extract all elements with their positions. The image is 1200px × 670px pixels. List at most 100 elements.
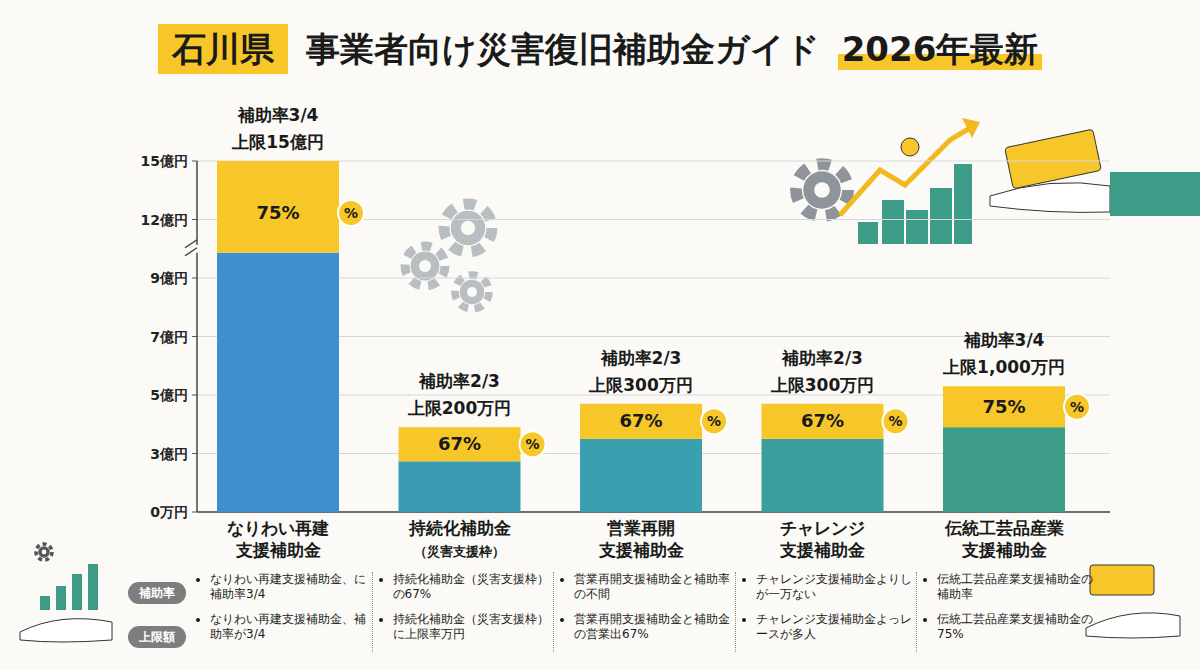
category-line: 支援補助金 [598, 540, 684, 560]
note: 営業再開支援補助金と補助金の営業出67% [574, 612, 730, 642]
bar-segment [580, 439, 702, 512]
tick-label: 5億円 [150, 387, 188, 403]
note: 伝統工芸品産業支援補助金の75% [937, 612, 1093, 642]
note-column: なりわい再建支援補助金、に補助率3/4 なりわい再建支援補助金、補助率が3/4 [190, 572, 366, 652]
percent-label: 67% [801, 410, 844, 431]
badge-text: % [707, 413, 721, 429]
bar-segment [580, 404, 702, 439]
header: 石川県事業者向け災害復旧補助金ガイド2026年最新 [0, 24, 1200, 74]
badge-text: % [1070, 399, 1084, 415]
limit-label: 上限200万円 [407, 398, 512, 418]
axis-break [185, 248, 197, 256]
tick-label: 15億円 [141, 153, 188, 169]
note: なりわい再建支援補助金、に補助率3/4 [210, 572, 366, 602]
note: 営業再開支援補助金と補助率の不間 [574, 572, 730, 602]
gear-hole [419, 260, 431, 272]
note-list: 営業再開支援補助金と補助率の不間営業再開支援補助金と補助金の営業出67% [562, 572, 730, 642]
icon-bar [72, 574, 82, 610]
tick-label: 3億円 [150, 446, 188, 462]
icon-hand [20, 619, 112, 642]
note: チャレンジ支援補助金よりしが一万ない [756, 572, 912, 602]
badge-text: % [344, 205, 358, 221]
badge [338, 200, 364, 226]
chart: 0万円3億円5億円7億円9億円12億円15億円補助率3/4上限15億円75%%な… [0, 0, 1200, 670]
percent-label: 67% [438, 433, 481, 454]
icon-money [1005, 129, 1102, 189]
note-column: 営業再開支援補助金と補助率の不間営業再開支援補助金と補助金の営業出67% [553, 572, 730, 652]
gear [803, 171, 840, 208]
icon-arrow [840, 125, 975, 215]
badge-text: % [888, 413, 902, 429]
note-list: 持続化補助金（災害支援枠）の67%持続化補助金（災害支援枠）に上限率万円 [381, 572, 549, 642]
percent-label: 75% [256, 202, 299, 223]
gear-teeth [444, 204, 492, 252]
bar-segment [399, 461, 521, 512]
note: 持続化補助金（災害支援枠）に上限率万円 [393, 612, 549, 642]
badge-text: % [525, 436, 539, 452]
bar-segment [217, 253, 339, 512]
labels: 補助率3/4上限15億円75%%なりわい再建支援補助金補助率2/3上限200万円… [227, 105, 1090, 560]
limit-label: 上限1,000万円 [942, 357, 1065, 377]
percent-label: 67% [619, 410, 662, 431]
decoration [20, 118, 1200, 642]
category-label: チャレンジ支援補助金 [779, 518, 865, 560]
note-list: なりわい再建支援補助金、に補助率3/4 なりわい再建支援補助金、補助率が3/4 [198, 572, 366, 642]
tick-label: 12億円 [141, 212, 188, 228]
gear-teeth [405, 246, 445, 286]
tick-label: 0万円 [150, 504, 188, 520]
gear-hole [461, 221, 475, 235]
category-line: 支援補助金 [235, 540, 321, 560]
note: なりわい再建支援補助金、補助率が3/4 [210, 612, 366, 642]
rate-label: 補助率3/4 [963, 330, 1045, 350]
category-label: なりわい再建支援補助金 [227, 518, 329, 560]
rate-label: 補助率2/3 [418, 371, 500, 391]
bar-segment [399, 427, 521, 461]
category-line: 営業再開 [607, 518, 675, 538]
icon-bar [40, 596, 50, 610]
icon-bar [930, 188, 952, 244]
gear-hole [814, 182, 830, 198]
category-line: チャレンジ [780, 518, 865, 538]
axis-break [185, 240, 197, 248]
badge [1064, 394, 1090, 420]
title-tag: 石川県 [158, 24, 288, 74]
bar-segment [943, 427, 1065, 512]
subtitle: 2026年最新 [838, 28, 1043, 70]
note-list: チャレンジ支援補助金よりしが一万ないチャレンジ支援補助金よっレースが多人 [744, 572, 912, 642]
tick-label: 7億円 [150, 329, 188, 345]
gear [411, 252, 440, 281]
limit-label: 上限300万円 [588, 375, 693, 395]
bars [217, 161, 1065, 512]
gear-teeth [36, 544, 52, 560]
category-line: 持続化補助金 [408, 518, 511, 538]
category-line: なりわい再建 [227, 518, 329, 538]
icon-bar [954, 164, 972, 244]
category-label: 持続化補助金（災害支援枠） [408, 518, 511, 559]
note-column: 伝統工芸品産業支援補助金の補助率伝統工芸品産業支援補助金の75% [916, 572, 1093, 652]
bar-segment [762, 404, 884, 439]
note: 伝統工芸品産業支援補助金の補助率 [937, 572, 1093, 602]
gear-hole [467, 287, 477, 297]
icon-bar [858, 222, 878, 244]
gear-teeth [796, 164, 848, 216]
badge [520, 431, 546, 457]
tick-label: 9億円 [150, 270, 188, 286]
row-label: 補助率 [128, 582, 186, 604]
category-label: 伝統工芸品産業支援補助金 [944, 518, 1064, 560]
icon-bar [882, 200, 904, 244]
note-column: 持続化補助金（災害支援枠）の67%持続化補助金（災害支援枠）に上限率万円 [372, 572, 549, 652]
rate-label: 補助率2/3 [600, 348, 682, 368]
row-label: 上限額 [128, 626, 186, 648]
note: チャレンジ支援補助金よっレースが多人 [756, 612, 912, 642]
bar-segment [217, 161, 339, 253]
limit-label: 上限300万円 [770, 375, 875, 395]
rate-label: 補助率3/4 [237, 105, 319, 125]
gear-teeth [455, 275, 489, 309]
y-axis [196, 161, 198, 512]
bar-segment [762, 439, 884, 512]
bar-segment [943, 386, 1065, 427]
icon-arrow-head [962, 118, 980, 138]
icon-bulb [901, 138, 919, 156]
gear [38, 546, 50, 558]
limit-label: 上限15億円 [231, 132, 324, 152]
